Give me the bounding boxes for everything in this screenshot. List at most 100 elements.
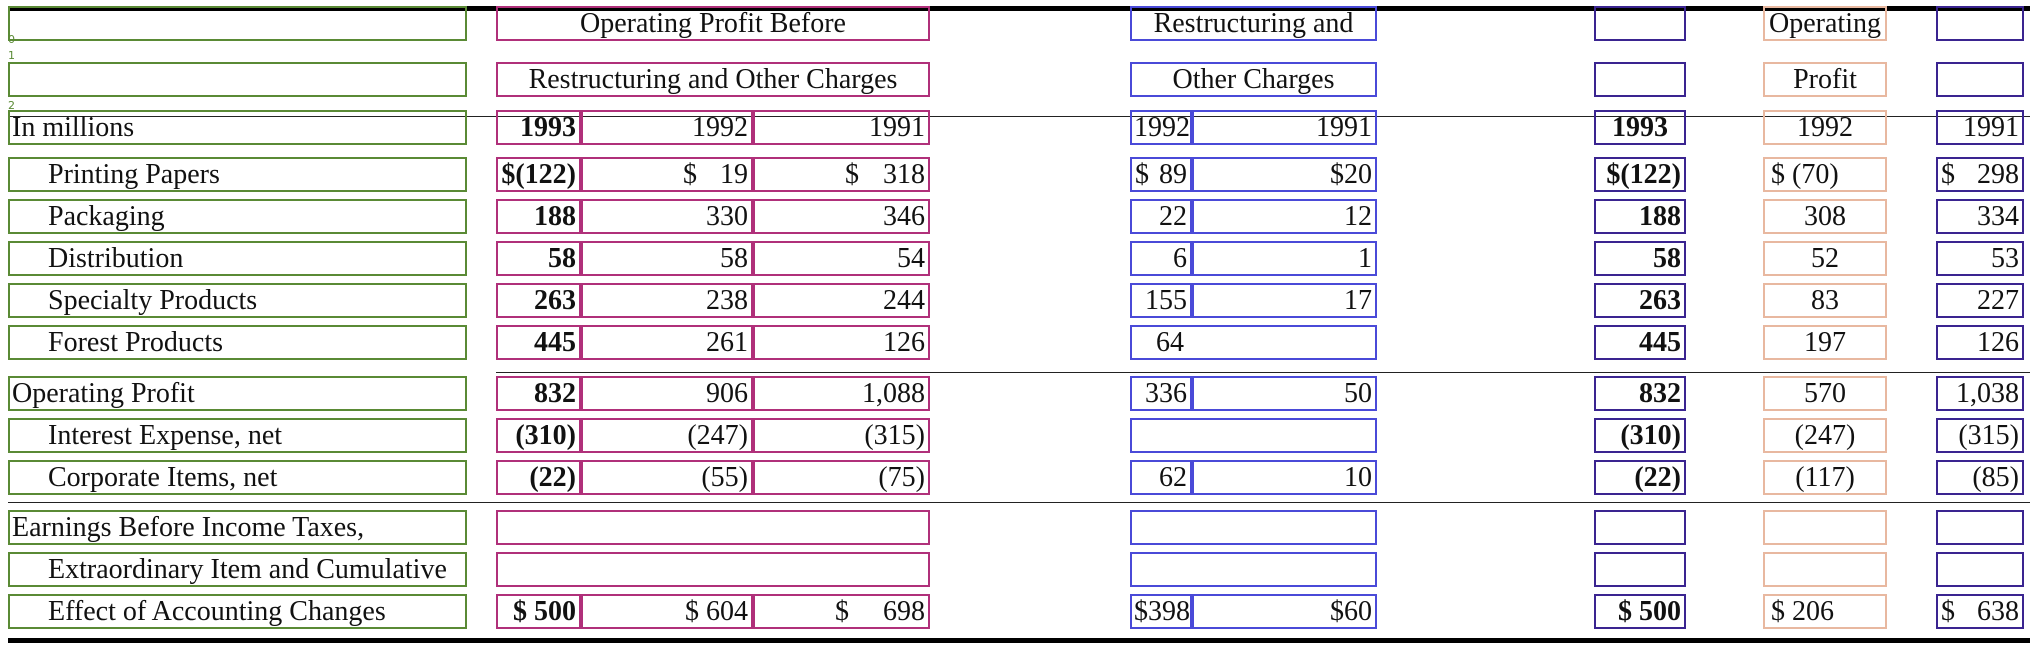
op-1992-earnings-blank-2 [1763, 552, 1887, 587]
roc-1992-packaging: 22 [1130, 199, 1192, 234]
opbr-1991-interest-expense: (315) [753, 418, 930, 453]
op-1993-header-blank-2 [1594, 62, 1686, 97]
op-1991-operating-profit: 1,038 [1936, 376, 2024, 411]
roc-1991-operating-profit: 50 [1192, 376, 1377, 411]
units-label: In millions 2 [8, 100, 467, 145]
op-1992-earnings-blank-1 [1763, 510, 1887, 545]
opbr-1993-corporate-items: (22) [496, 460, 581, 495]
header-opbr-line-2: Restructuring and Other Charges [496, 62, 930, 97]
opbr-1993-interest-expense: (310) [496, 418, 581, 453]
op-1992-operating-profit: 570 [1763, 376, 1887, 411]
op-1991-packaging: 334 [1936, 199, 2024, 234]
opbr-year-1992: 1992 [581, 110, 753, 145]
op-year-1992: 1992 [1763, 110, 1887, 145]
opbr-1993-forest-products: 445 [496, 325, 581, 360]
roc-forest-products: 64 [1130, 325, 1377, 360]
header-roc-line-1: Restructuring and [1130, 6, 1377, 41]
row-label-operating-profit: Operating Profit [8, 376, 467, 411]
op-1991-header-blank-2 [1936, 62, 2024, 97]
earnings-label-line-3: Effect of Accounting Changes [8, 594, 467, 629]
header-underline [8, 116, 2030, 117]
op-1992-forest-products: 197 [1763, 325, 1887, 360]
op-1992-distribution: 52 [1763, 241, 1887, 276]
header-op-line-2: Profit [1763, 62, 1887, 97]
row-label-forest-products: Forest Products [8, 325, 467, 360]
opbr-1991-distribution: 54 [753, 241, 930, 276]
subtotal-rule [496, 372, 2030, 373]
opbr-1991-forest-products: 126 [753, 325, 930, 360]
earnings-label-line-1: Earnings Before Income Taxes, [8, 510, 467, 545]
header-op-line-1: Operating [1763, 6, 1887, 41]
opbr-1993-packaging: 188 [496, 199, 581, 234]
roc-earnings-blank-1 [1130, 510, 1377, 545]
opbr-1991-operating-profit: 1,088 [753, 376, 930, 411]
opbr-1993-earnings: $ 500 [496, 594, 581, 629]
op-1991-interest-expense: (315) [1936, 418, 2024, 453]
roc-earnings-blank-2 [1130, 552, 1377, 587]
opbr-1992-earnings: $ 604 [581, 594, 753, 629]
op-1993-distribution: 58 [1594, 241, 1686, 276]
roc-1991-packaging: 12 [1192, 199, 1377, 234]
op-1992-earnings: $ 206 [1763, 594, 1887, 629]
op-1992-printing-papers: $ (70) [1763, 157, 1887, 192]
op-1992-specialty-products: 83 [1763, 283, 1887, 318]
opbr-1991-corporate-items: (75) [753, 460, 930, 495]
roc-1992-operating-profit: 336 [1130, 376, 1192, 411]
op-1993-corporate-items: (22) [1594, 460, 1686, 495]
opbr-1991-specialty-products: 244 [753, 283, 930, 318]
opbr-year-1991: 1991 [753, 110, 930, 145]
roc-1992-printing-papers: $89 [1130, 157, 1192, 192]
row-label-printing-papers: Printing Papers [8, 157, 467, 192]
op-1991-earnings-blank-1 [1936, 510, 2024, 545]
roc-year-1992: 1992 [1130, 110, 1192, 145]
op-1991-earnings: $638 [1936, 594, 2024, 629]
op-1991-forest-products: 126 [1936, 325, 2024, 360]
opbr-earnings-blank-1 [496, 510, 930, 545]
op-1991-earnings-blank-2 [1936, 552, 2024, 587]
op-1993-header-blank-1 [1594, 6, 1686, 41]
row-label-distribution: Distribution [8, 241, 467, 276]
op-1993-operating-profit: 832 [1594, 376, 1686, 411]
op-1993-earnings: $ 500 [1594, 594, 1686, 629]
table-bottom-rule [8, 638, 2030, 643]
opbr-1993-distribution: 58 [496, 241, 581, 276]
opbr-1993-operating-profit: 832 [496, 376, 581, 411]
row-label-interest-expense: Interest Expense, net [8, 418, 467, 453]
opbr-1992-specialty-products: 238 [581, 283, 753, 318]
op-1993-forest-products: 445 [1594, 325, 1686, 360]
total-rule [8, 502, 2030, 503]
header-roc-line-2: Other Charges [1130, 62, 1377, 97]
opbr-1992-forest-products: 261 [581, 325, 753, 360]
earnings-label-line-2: Extraordinary Item and Cumulative [8, 552, 467, 587]
opbr-1992-printing-papers: $19 [581, 157, 753, 192]
opbr-1993-printing-papers: $(122) [496, 157, 581, 192]
op-1992-corporate-items: (117) [1763, 460, 1887, 495]
header-opbr-line-1: Operating Profit Before [496, 6, 930, 41]
opbr-1992-distribution: 58 [581, 241, 753, 276]
roc-1992-distribution: 6 [1130, 241, 1192, 276]
op-1991-printing-papers: $298 [1936, 157, 2024, 192]
roc-1992-earnings: $398 [1130, 594, 1192, 629]
opbr-1991-earnings: $698 [753, 594, 930, 629]
row-label-packaging: Packaging [8, 199, 467, 234]
opbr-1992-packaging: 330 [581, 199, 753, 234]
op-1991-distribution: 53 [1936, 241, 2024, 276]
opbr-1992-interest-expense: (247) [581, 418, 753, 453]
op-1993-specialty-products: 263 [1594, 283, 1686, 318]
roc-1992-corporate-items: 62 [1130, 460, 1192, 495]
opbr-1991-printing-papers: $318 [753, 157, 930, 192]
op-1991-header-blank-1 [1936, 6, 2024, 41]
op-1993-packaging: 188 [1594, 199, 1686, 234]
opbr-1991-packaging: 346 [753, 199, 930, 234]
op-1993-interest-expense: (310) [1594, 418, 1686, 453]
row-label-specialty-products: Specialty Products [8, 283, 467, 318]
opbr-earnings-blank-2 [496, 552, 930, 587]
table-top-rule [8, 6, 2030, 11]
roc-1991-printing-papers: $20 [1192, 157, 1377, 192]
op-1991-specialty-products: 227 [1936, 283, 2024, 318]
opbr-1993-specialty-products: 263 [496, 283, 581, 318]
opbr-1992-corporate-items: (55) [581, 460, 753, 495]
op-1993-earnings-blank-2 [1594, 552, 1686, 587]
roc-1991-earnings: $60 [1192, 594, 1377, 629]
roc-interest-expense-blank [1130, 418, 1377, 453]
